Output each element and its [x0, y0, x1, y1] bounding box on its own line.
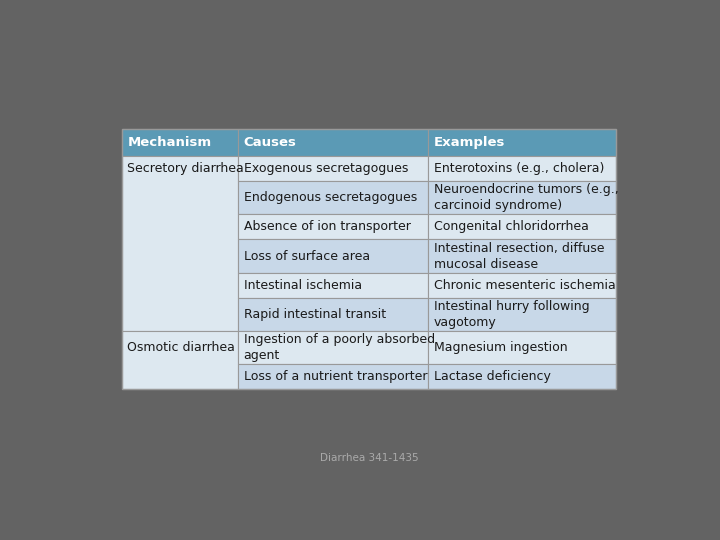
Text: Secretory diarrhea: Secretory diarrhea [127, 162, 244, 176]
Bar [122, 331, 238, 389]
Bar [428, 214, 616, 239]
Text: Endogenous secretagogues: Endogenous secretagogues [243, 191, 417, 204]
Text: Mechanism: Mechanism [127, 136, 212, 149]
Bar [238, 331, 428, 364]
Bar [428, 181, 616, 214]
Bar [428, 364, 616, 389]
Text: Magnesium ingestion: Magnesium ingestion [434, 341, 567, 354]
Text: Lactase deficiency: Lactase deficiency [434, 370, 551, 383]
Bar [428, 129, 616, 156]
Bar [428, 156, 616, 181]
Bar [122, 156, 238, 331]
Bar [428, 273, 616, 298]
Bar [122, 129, 616, 389]
Text: Ingestion of a poorly absorbed
agent: Ingestion of a poorly absorbed agent [243, 333, 435, 362]
Text: Congenital chloridorrhea: Congenital chloridorrhea [434, 220, 589, 233]
Text: Causes: Causes [243, 136, 297, 149]
Text: Exogenous secretagogues: Exogenous secretagogues [243, 162, 408, 176]
Bar [238, 129, 428, 156]
Bar [428, 239, 616, 273]
Text: Intestinal resection, diffuse
mucosal disease: Intestinal resection, diffuse mucosal di… [434, 241, 604, 271]
Text: Osmotic diarrhea: Osmotic diarrhea [127, 341, 235, 354]
Text: Rapid intestinal transit: Rapid intestinal transit [243, 308, 386, 321]
Text: Intestinal ischemia: Intestinal ischemia [243, 279, 361, 292]
Bar [238, 273, 428, 298]
Text: Loss of a nutrient transporter: Loss of a nutrient transporter [243, 370, 427, 383]
Text: Examples: Examples [434, 136, 505, 149]
Bar [238, 239, 428, 273]
Bar [428, 331, 616, 364]
Text: Intestinal hurry following
vagotomy: Intestinal hurry following vagotomy [434, 300, 590, 329]
Bar [428, 298, 616, 331]
Text: Diarrhea 341-1435: Diarrhea 341-1435 [320, 453, 418, 463]
Bar [238, 298, 428, 331]
Text: Chronic mesenteric ischemia: Chronic mesenteric ischemia [434, 279, 616, 292]
Text: Loss of surface area: Loss of surface area [243, 249, 369, 262]
Bar [238, 156, 428, 181]
Text: Absence of ion transporter: Absence of ion transporter [243, 220, 410, 233]
Bar [122, 129, 238, 156]
Bar [238, 214, 428, 239]
Bar [238, 181, 428, 214]
Text: Enterotoxins (e.g., cholera): Enterotoxins (e.g., cholera) [434, 162, 604, 176]
Bar [238, 364, 428, 389]
Text: Neuroendocrine tumors (e.g.,
carcinoid syndrome): Neuroendocrine tumors (e.g., carcinoid s… [434, 184, 618, 212]
